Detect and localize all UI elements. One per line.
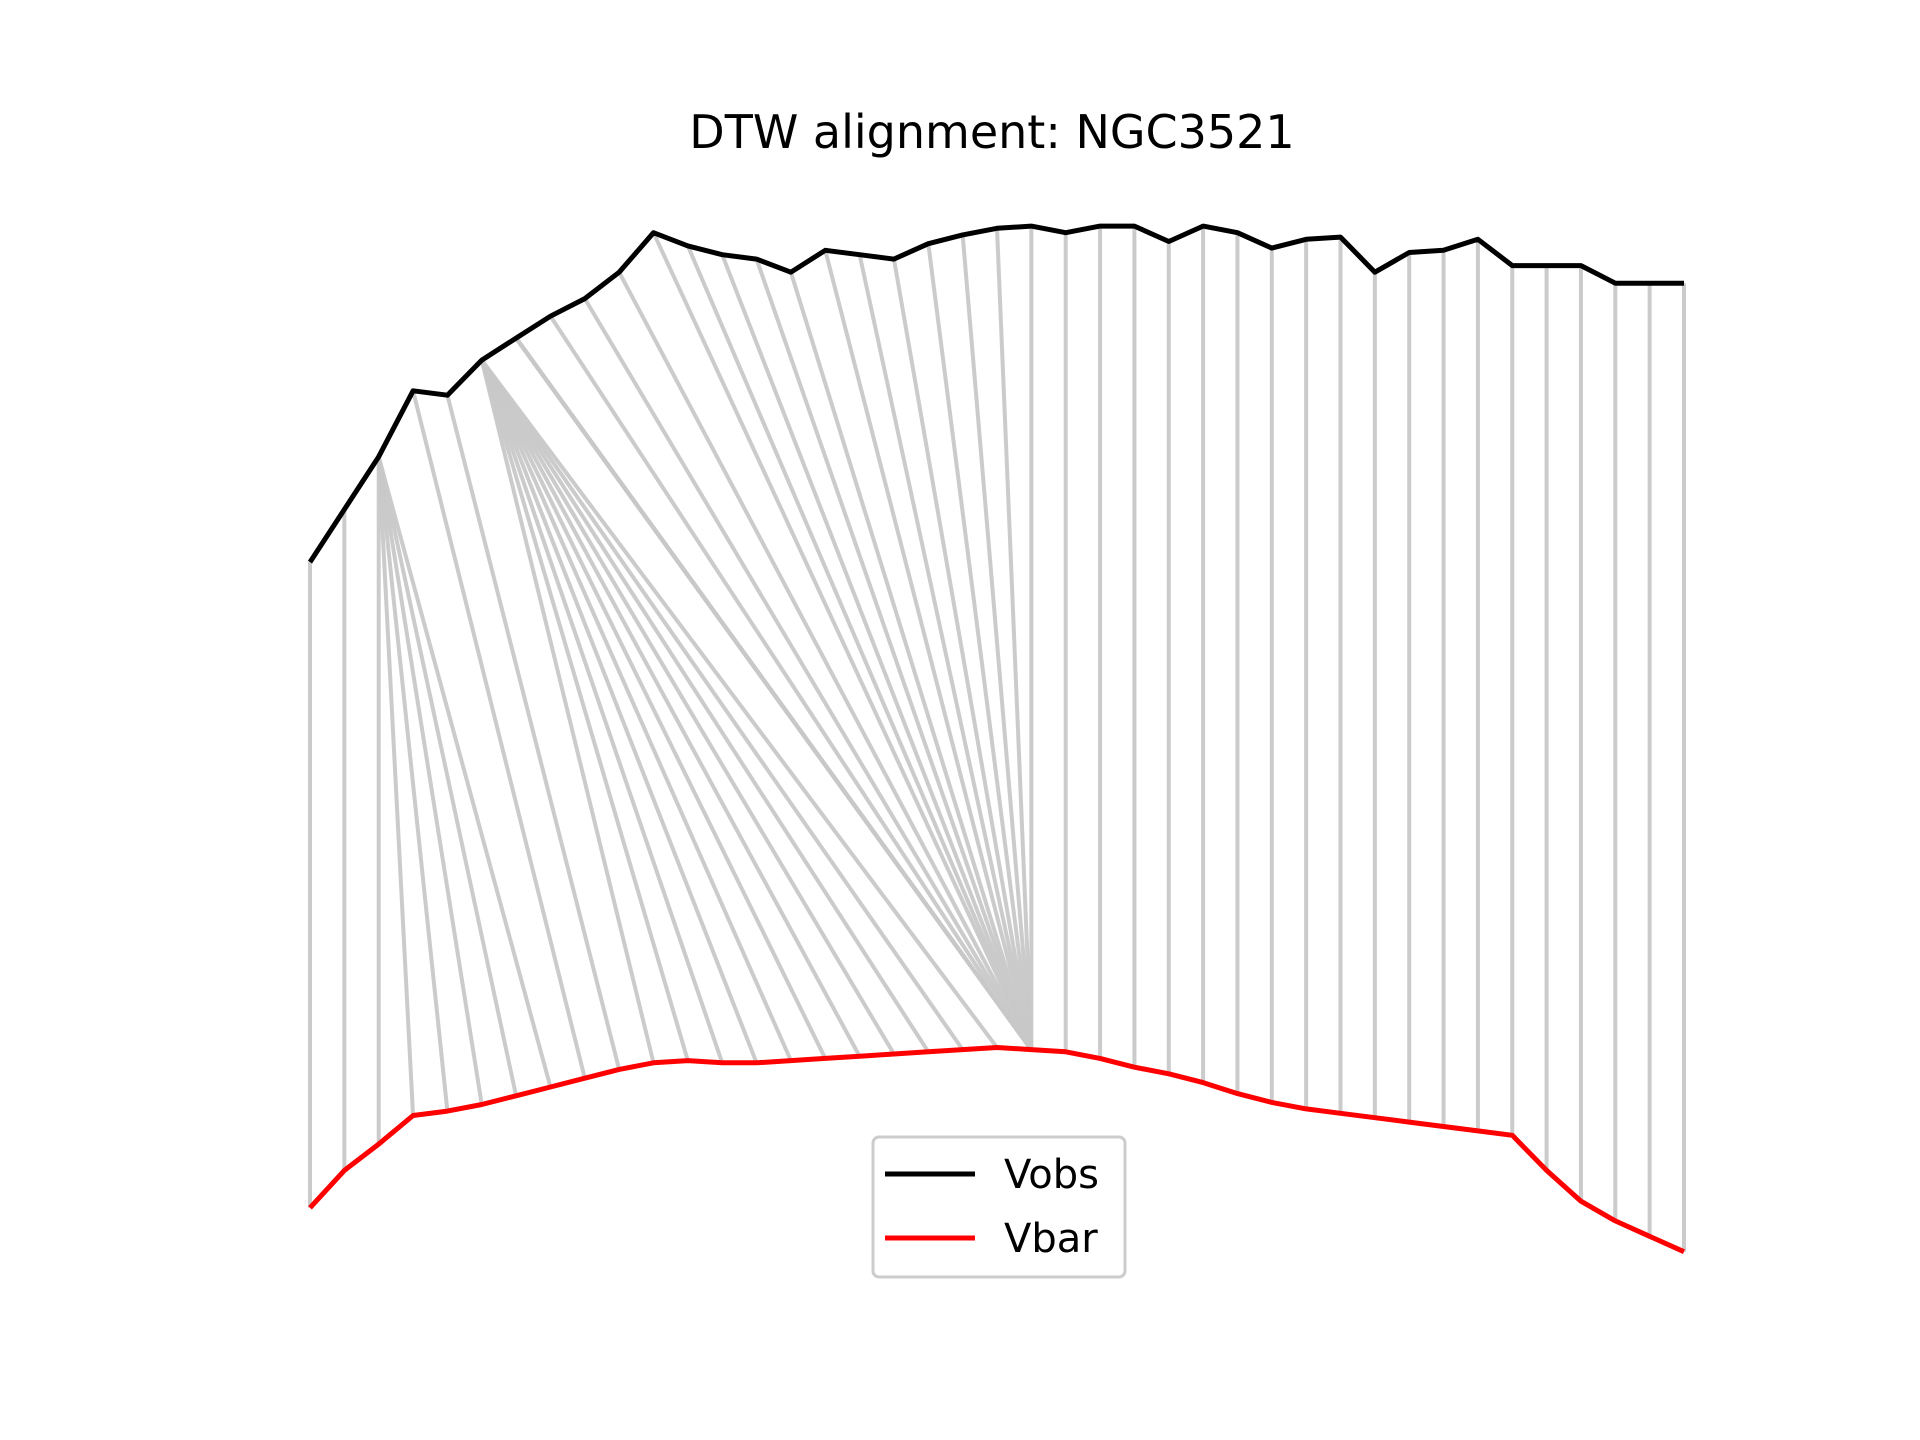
alignment-line-6 [376, 456, 519, 1097]
alignment-line-45 [857, 254, 1034, 1051]
series-lines [307, 223, 1686, 1254]
alignment-line-36 [548, 315, 1034, 1051]
alignment-line-3 [376, 456, 416, 1116]
alignment-line-48 [960, 234, 1034, 1050]
alignment-line-14 [479, 359, 793, 1062]
alignment-line-39 [651, 231, 1034, 1051]
alignment-line-13 [479, 359, 759, 1064]
alignment-line-20 [480, 358, 999, 1049]
alignment-line-5 [376, 456, 484, 1105]
alignment-line-17 [480, 359, 896, 1056]
chart-title: DTW alignment: NGC3521 [689, 105, 1294, 159]
alignment-line-11 [479, 359, 690, 1062]
alignment-line-12 [479, 359, 725, 1064]
legend-label-vbar: Vbar [1004, 1216, 1098, 1262]
alignment-line-18 [480, 358, 930, 1053]
alignment-line-16 [479, 359, 862, 1058]
alignment-lines [308, 226, 1686, 1252]
alignment-line-40 [686, 245, 1034, 1051]
alignment-line-7 [376, 456, 553, 1088]
series-line-vobs [307, 223, 1684, 564]
alignment-line-42 [754, 258, 1034, 1051]
alignment-line-8 [411, 390, 587, 1079]
legend-label-vobs: Vobs [1004, 1152, 1099, 1198]
alignment-line-37 [583, 297, 1034, 1051]
alignment-line-44 [823, 249, 1034, 1051]
alignment-line-46 [891, 258, 1034, 1050]
alignment-line-41 [720, 253, 1034, 1051]
alignment-line-4 [376, 456, 450, 1112]
alignment-line-43 [788, 271, 1034, 1051]
alignment-line-19 [480, 358, 965, 1051]
series-line-vbar [308, 1045, 1686, 1254]
alignment-line-15 [479, 359, 828, 1060]
alignment-line-35 [514, 336, 1033, 1051]
alignment-line-9 [445, 394, 622, 1070]
alignment-line-47 [926, 243, 1034, 1050]
alignment-line-49 [995, 228, 1034, 1050]
alignment-line-10 [479, 359, 656, 1064]
alignment-line-38 [617, 271, 1034, 1051]
legend: Vobs Vbar [871, 1135, 1127, 1279]
